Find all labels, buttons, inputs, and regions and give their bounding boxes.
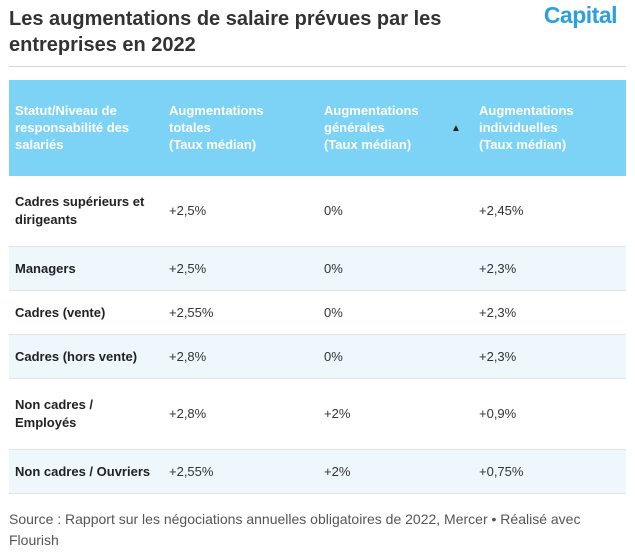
table-row: Cadres (vente) +2,55% 0% +2,3%: [9, 290, 626, 335]
header-total-line-2: totales: [169, 120, 211, 135]
cell-general: 0%: [318, 334, 473, 379]
header-individual[interactable]: Augmentations individuelles (Taux médian…: [473, 80, 626, 176]
header-status-line-1: Statut/Niveau de: [15, 103, 117, 118]
sort-ascending-icon[interactable]: ▲: [451, 123, 461, 134]
cell-general: 0%: [318, 290, 473, 335]
cell-total: +2,55%: [163, 449, 318, 494]
cell-status: Non cadres / Ouvriers: [9, 449, 163, 494]
header-status-line-2: responsabilité des: [15, 120, 130, 135]
table-row: Non cadres / Employés +2,8% +2% +0,9%: [9, 378, 626, 450]
header-status-line-3: salariés: [15, 137, 64, 152]
cell-status: Non cadres / Employés: [9, 378, 163, 450]
header-individual-line-2: individuelles: [479, 120, 558, 135]
table-header-row: Statut/Niveau de responsabilité des sala…: [9, 80, 626, 176]
cell-individual: +0,9%: [473, 378, 626, 450]
cell-total: +2,5%: [163, 246, 318, 291]
cell-individual: +2,3%: [473, 334, 626, 379]
title-divider: [9, 66, 626, 67]
cell-individual: +2,3%: [473, 246, 626, 291]
cell-total: +2,8%: [163, 378, 318, 450]
header-general-line-1: Augmentations: [324, 103, 419, 118]
cell-general: 0%: [318, 176, 473, 247]
cell-individual: +2,45%: [473, 176, 626, 247]
cell-total: +2,5%: [163, 176, 318, 247]
header-individual-line-1: Augmentations: [479, 103, 574, 118]
header-general-line-2: générales: [324, 120, 385, 135]
table-row: Non cadres / Ouvriers +2,55% +2% +0,75%: [9, 449, 626, 494]
header-total-line-1: Augmentations: [169, 103, 264, 118]
header-individual-line-3: (Taux médian): [479, 137, 567, 152]
header-total-line-3: (Taux médian): [169, 137, 257, 152]
cell-individual: +0,75%: [473, 449, 626, 494]
cell-total: +2,8%: [163, 334, 318, 379]
table-row: Managers +2,5% 0% +2,3%: [9, 246, 626, 291]
cell-status: Cadres supérieurs et dirigeants: [9, 176, 163, 247]
cell-status: Cadres (vente): [9, 290, 163, 335]
header-total[interactable]: Augmentations totales (Taux médian): [163, 80, 318, 176]
cell-general: 0%: [318, 246, 473, 291]
table-row: Cadres supérieurs et dirigeants +2,5% 0%…: [9, 176, 626, 247]
capital-logo: Capital: [543, 2, 618, 28]
cell-status: Cadres (hors vente): [9, 334, 163, 379]
cell-total: +2,55%: [163, 290, 318, 335]
cell-general: +2%: [318, 449, 473, 494]
cell-individual: +2,3%: [473, 290, 626, 335]
table-row: Cadres (hors vente) +2,8% 0% +2,3%: [9, 334, 626, 379]
header-general-line-3: (Taux médian): [324, 137, 412, 152]
source-note: Source : Rapport sur les négociations an…: [9, 511, 581, 548]
header-status[interactable]: Statut/Niveau de responsabilité des sala…: [9, 80, 163, 176]
chart-title: Les augmentations de salaire prévues par…: [9, 8, 442, 56]
salary-table: Statut/Niveau de responsabilité des sala…: [9, 80, 626, 494]
cell-status: Managers: [9, 246, 163, 291]
header-general[interactable]: Augmentations générales (Taux médian) ▲: [318, 80, 473, 176]
cell-general: +2%: [318, 378, 473, 450]
